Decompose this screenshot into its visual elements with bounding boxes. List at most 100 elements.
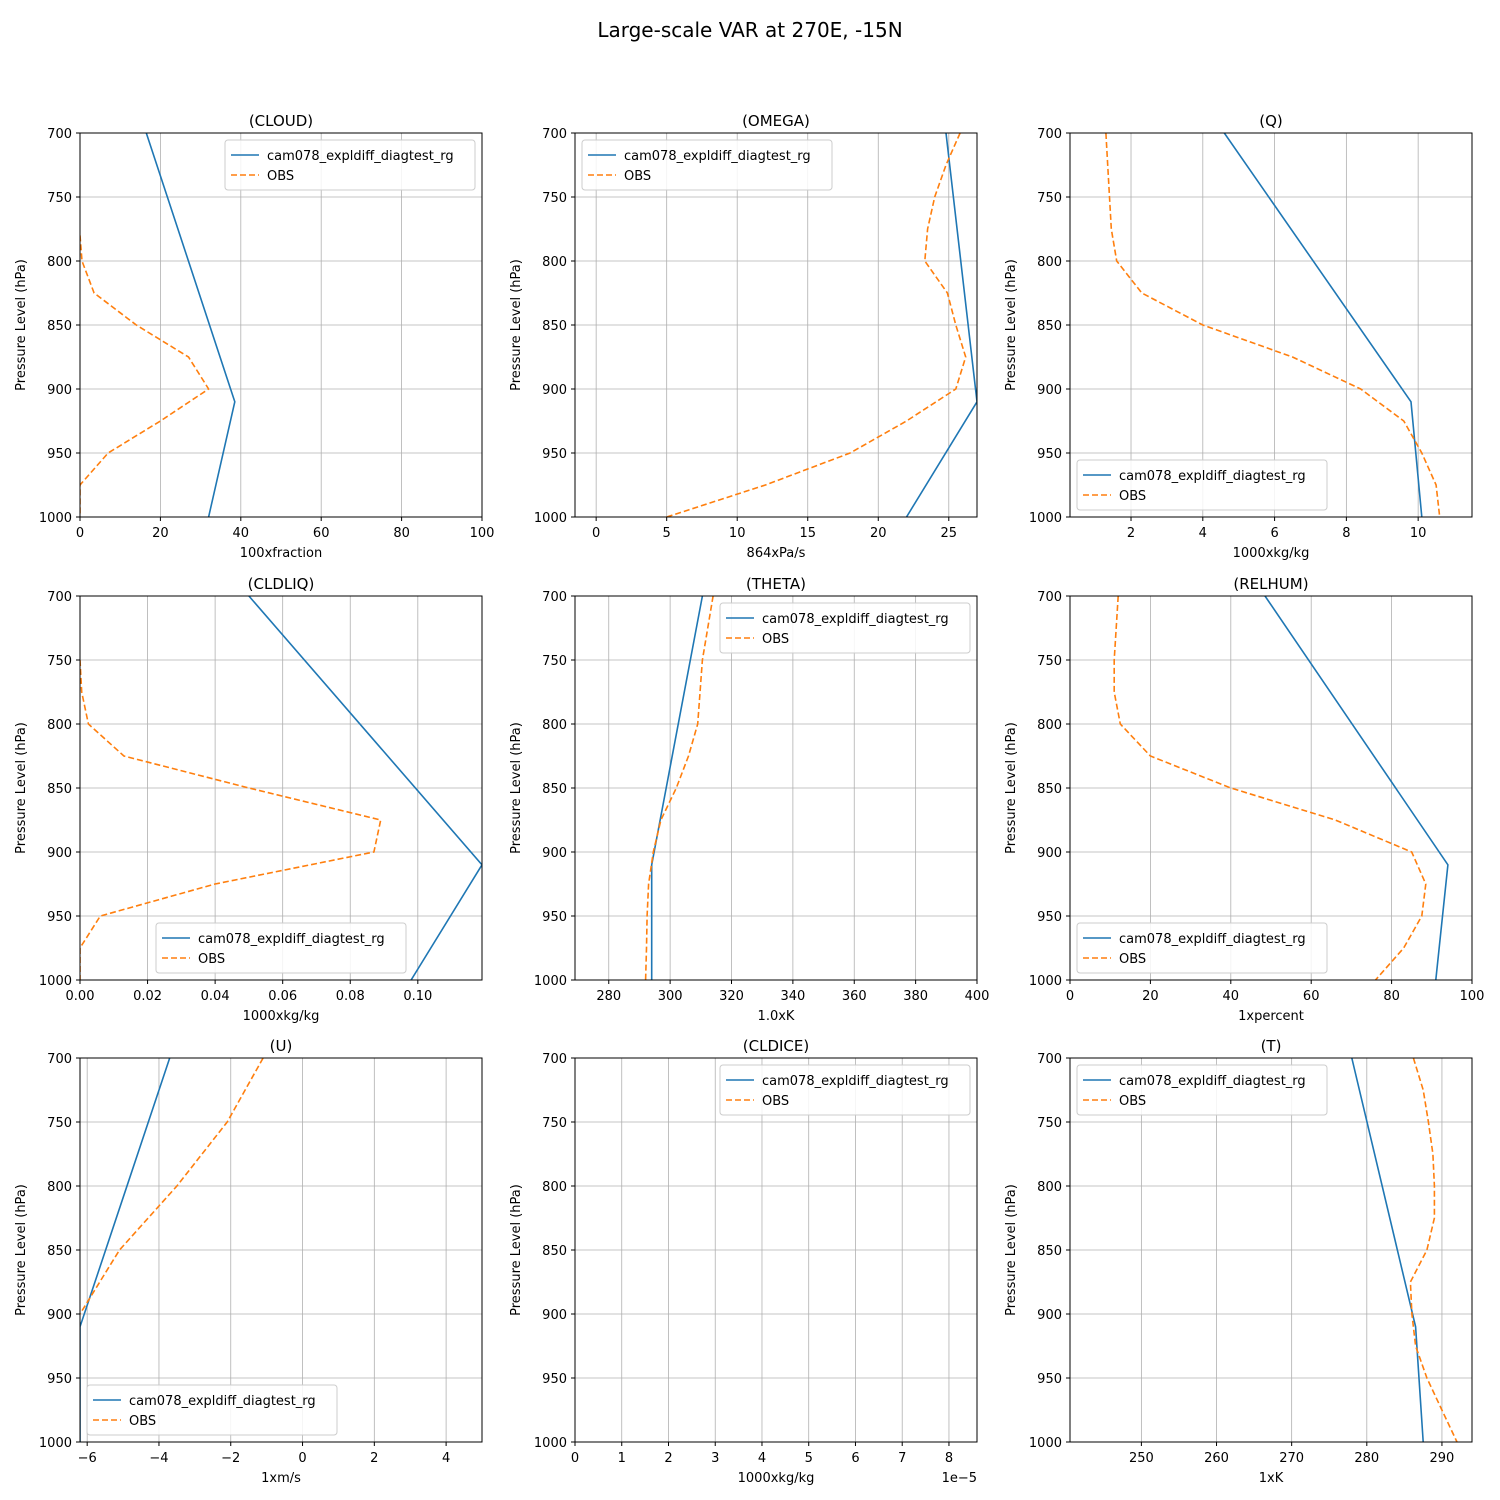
- legend: cam078_expldiff_diagtest_rg OBS: [719, 1064, 971, 1116]
- x-tick-label: 1: [618, 1451, 626, 1466]
- x-tick-label: 2: [370, 1451, 378, 1466]
- y-tick-label: 950: [47, 447, 72, 462]
- y-tick-label: 800: [542, 718, 567, 733]
- legend-box: [224, 139, 476, 191]
- y-tick-label: 900: [47, 383, 72, 398]
- legend-entry: cam078_expldiff_diagtest_rg: [1119, 1074, 1306, 1089]
- x-tick-label: 2: [664, 1451, 672, 1466]
- y-tick-label: 700: [47, 590, 72, 605]
- x-tick-label: 280: [596, 989, 621, 1004]
- y-tick-label: 750: [47, 1116, 72, 1131]
- x-tick-label: 10: [729, 526, 746, 541]
- panel-cldice: (CLDICE) 0 1 2 3 4 5 6 7 8 700 750 800 850 900 950 1000 1…: [509, 1037, 978, 1486]
- y-tick-label: 850: [47, 782, 72, 797]
- panel-relhum: (RELHUM) 0 20 40 60 80 100 700 750 800 850 900 950 10…: [1004, 575, 1484, 1024]
- legend-box: [1076, 922, 1328, 974]
- model-series-line: [1264, 596, 1449, 980]
- legend-box: [719, 1064, 971, 1116]
- panel-title: (Q): [1259, 112, 1283, 130]
- x-tick-label: 7: [898, 1451, 906, 1466]
- legend-entry: OBS: [1119, 489, 1146, 504]
- y-tick-label: 900: [542, 846, 567, 861]
- legend-entry: OBS: [198, 952, 225, 967]
- y-tick-label: 800: [1037, 1180, 1062, 1195]
- x-tick-label: 0: [592, 526, 600, 541]
- x-axis-label: 1xpercent: [1238, 1009, 1304, 1024]
- legend-entry: OBS: [1119, 1094, 1146, 1109]
- obs-series-line: [1113, 596, 1427, 980]
- y-tick-label: 950: [1037, 447, 1062, 462]
- x-tick-label: 80: [393, 526, 410, 541]
- legend: cam078_expldiff_diagtest_rg OBS: [1076, 922, 1328, 974]
- x-tick-label: 290: [1430, 1451, 1455, 1466]
- legend: cam078_expldiff_diagtest_rg OBS: [86, 1384, 338, 1436]
- y-tick-label: 850: [47, 1244, 72, 1259]
- legend-box: [719, 602, 971, 654]
- y-tick-label: 850: [47, 319, 72, 334]
- y-tick-label: 750: [1037, 654, 1062, 669]
- y-tick-label: 750: [542, 191, 567, 206]
- y-tick-label: 900: [1037, 846, 1062, 861]
- panel-u: (U) −6 −4 −2 0 2 4 700 750 800 850 900 950 1000 1xm/s P…: [14, 1037, 483, 1486]
- model-series-line: [650, 596, 704, 980]
- x-tick-label: 10: [1410, 526, 1427, 541]
- legend-entry: cam078_expldiff_diagtest_rg: [129, 1394, 316, 1409]
- x-axis-label: 1000xkg/kg: [738, 1471, 815, 1486]
- y-axis-label: Pressure Level (hPa): [14, 1184, 29, 1316]
- panel-cldliq: (CLDLIQ) 0.00 0.02 0.04 0.06 0.08 0.10 700 750 80…: [14, 575, 483, 1024]
- legend-box: [581, 139, 833, 191]
- x-tick-label: 20: [870, 526, 887, 541]
- y-tick-label: 950: [542, 447, 567, 462]
- legend-entry: OBS: [762, 1094, 789, 1109]
- obs-series-line: [80, 235, 210, 517]
- x-tick-label: 400: [965, 989, 990, 1004]
- y-tick-label: 950: [47, 1372, 72, 1387]
- legend-entry: OBS: [129, 1414, 156, 1429]
- x-tick-label: 380: [903, 989, 928, 1004]
- y-tick-label: 850: [542, 1244, 567, 1259]
- y-tick-label: 800: [47, 255, 72, 270]
- model-series-line: [1223, 133, 1423, 517]
- x-scale-offset-label: 1e−5: [942, 1471, 977, 1486]
- y-tick-label: 950: [1037, 1372, 1062, 1387]
- legend-entry: cam078_expldiff_diagtest_rg: [198, 932, 385, 947]
- y-axis-label: Pressure Level (hPa): [509, 722, 524, 854]
- x-tick-label: 20: [152, 526, 169, 541]
- legend-entry: OBS: [624, 169, 651, 184]
- x-tick-label: 0.04: [201, 989, 230, 1004]
- x-tick-label: 20: [1142, 989, 1159, 1004]
- legend-box: [1076, 459, 1328, 511]
- x-tick-label: 6: [851, 1451, 859, 1466]
- y-tick-label: 850: [1037, 1244, 1062, 1259]
- y-tick-label: 850: [1037, 319, 1062, 334]
- y-tick-label: 750: [542, 1116, 567, 1131]
- legend-box: [86, 1384, 338, 1436]
- obs-series-line: [80, 659, 382, 980]
- panel-title: (T): [1261, 1037, 1282, 1055]
- y-tick-label: 800: [47, 1180, 72, 1195]
- panel-t: (T) 250 260 270 280 290 700 750 800 850 900 950 1000…: [1004, 1037, 1473, 1486]
- x-axis-label: 1.0xK: [758, 1009, 795, 1024]
- legend: cam078_expldiff_diagtest_rg OBS: [1076, 459, 1328, 511]
- x-tick-label: 2: [1127, 526, 1135, 541]
- y-tick-label: 800: [47, 718, 72, 733]
- x-tick-label: 100: [1460, 989, 1485, 1004]
- x-axis-label: 100xfraction: [240, 546, 322, 561]
- y-axis-label: Pressure Level (hPa): [1004, 259, 1019, 391]
- y-tick-label: 750: [47, 654, 72, 669]
- x-tick-label: −6: [78, 1451, 97, 1466]
- x-tick-label: 0.06: [268, 989, 297, 1004]
- y-tick-label: 950: [1037, 910, 1062, 925]
- y-tick-label: 1000: [534, 511, 567, 526]
- y-axis-label: Pressure Level (hPa): [509, 1184, 524, 1316]
- y-tick-label: 900: [47, 846, 72, 861]
- panel-title: (CLDLIQ): [248, 575, 315, 593]
- panel-q: (Q) 2 4 6 8 10 700 750 800 850 900 950 1000 1000xkg/k…: [1004, 112, 1473, 561]
- x-tick-label: 25: [941, 526, 958, 541]
- x-tick-label: 0.00: [66, 989, 95, 1004]
- x-tick-label: 0.08: [336, 989, 365, 1004]
- x-tick-label: 8: [945, 1451, 953, 1466]
- y-tick-label: 700: [47, 1052, 72, 1067]
- model-series-line: [905, 133, 977, 517]
